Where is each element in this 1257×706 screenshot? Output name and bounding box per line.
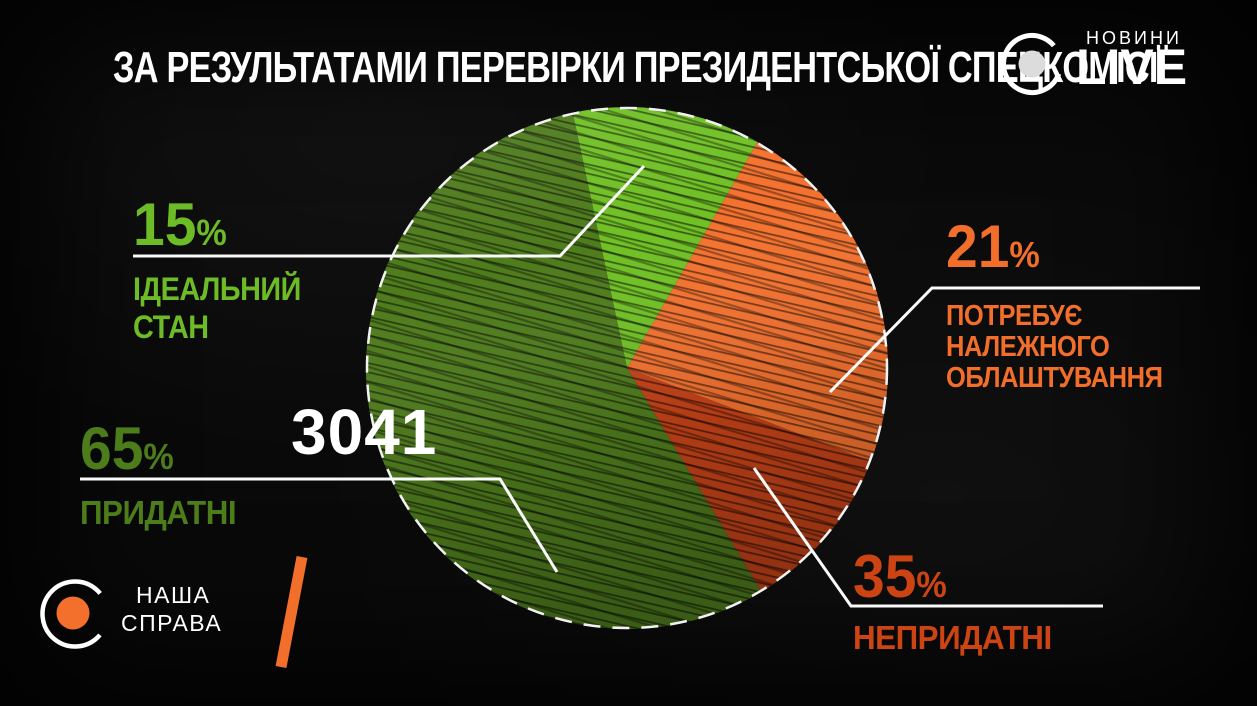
leader-needs xyxy=(828,286,1200,394)
leader-lines xyxy=(80,164,1200,669)
pie-border xyxy=(365,106,889,630)
leader-ideal xyxy=(133,164,646,258)
leader-unfit xyxy=(752,467,1103,608)
divider-slash xyxy=(275,555,308,669)
hatch-texture xyxy=(366,107,888,629)
footer-ring-icon xyxy=(40,579,110,649)
brand-lens-icon xyxy=(1001,33,1063,95)
page-title: ЗА РЕЗУЛЬТАТАМИ ПЕРЕВІРКИ ПРЕЗИДЕНТСЬКОЇ… xyxy=(113,43,1167,92)
footer-dot-icon xyxy=(56,596,90,630)
leader-suitable xyxy=(80,477,559,573)
